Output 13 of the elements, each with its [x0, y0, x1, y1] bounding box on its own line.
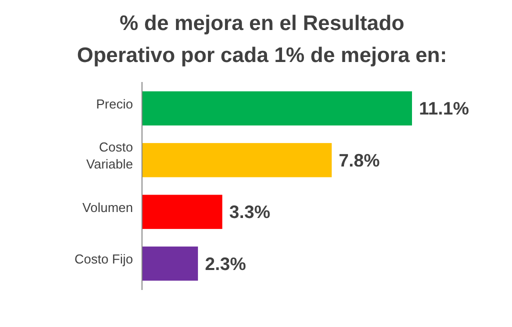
y-tick-label: Costo Fijo	[74, 252, 133, 267]
data-label: 11.1%	[419, 98, 470, 119]
data-label: 7.8%	[338, 150, 380, 170]
y-tick-label: Volumen	[82, 200, 133, 215]
data-label: 3.3%	[229, 202, 270, 222]
y-tick-label: Costo Variable	[86, 140, 133, 172]
bar	[142, 91, 412, 126]
bar	[142, 246, 198, 281]
bar	[142, 194, 222, 229]
data-label: 2.3%	[204, 254, 246, 274]
chart-title: % de mejora en el Resultado Operativo por cada 1% de mejora en:	[77, 12, 447, 67]
y-tick-label: Precio	[96, 96, 133, 112]
bar	[142, 143, 332, 178]
